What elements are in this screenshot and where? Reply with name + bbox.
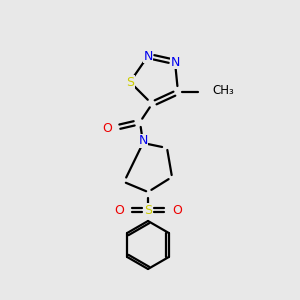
Text: N: N [143,50,153,62]
Text: N: N [138,134,148,148]
Text: CH₃: CH₃ [212,83,234,97]
Text: O: O [102,122,112,134]
Text: O: O [172,203,182,217]
Text: O: O [114,203,124,217]
Text: S: S [144,203,152,217]
Text: S: S [126,76,134,88]
Text: N: N [170,56,180,68]
